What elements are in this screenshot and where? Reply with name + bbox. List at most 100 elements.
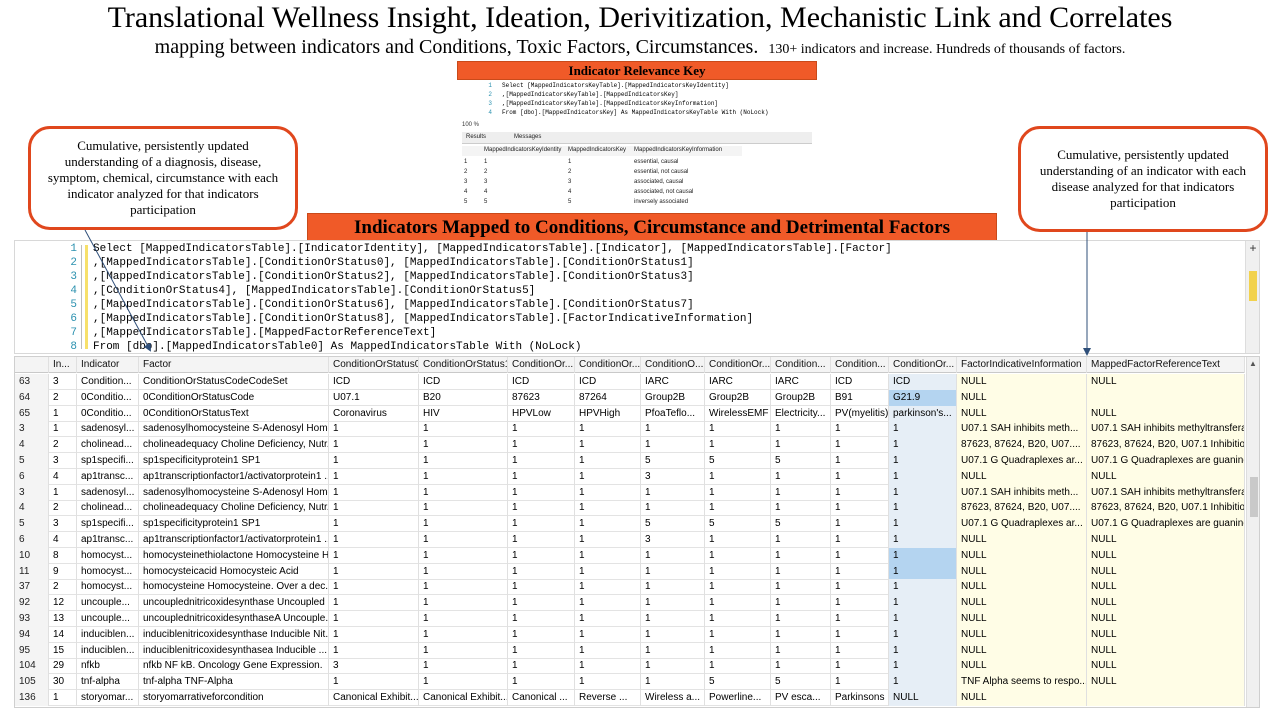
table-row[interactable]: 3 1 sadenosyl... sadenosylhomocysteine S-Ad… [15, 484, 1245, 501]
grid-cell[interactable]: 1 [771, 611, 831, 627]
grid-cell[interactable]: 1 [705, 468, 771, 485]
grid-cell[interactable]: 1 [889, 563, 957, 580]
table-row[interactable]: 92 12 uncouple... uncouplednitricoxidesynth… [15, 595, 1245, 612]
grid-cell[interactable]: 1 [641, 579, 705, 596]
grid-cell[interactable]: NULL [957, 374, 1087, 390]
grid-cell[interactable]: uncouplednitricoxidesynthaseA Uncouple..… [139, 611, 329, 627]
key-table-row[interactable]: 2 2 2 essential, not causal [462, 168, 742, 178]
row-number[interactable]: 3 [15, 421, 49, 438]
row-number[interactable]: 64 [15, 389, 49, 406]
grid-cell[interactable]: 1 [419, 468, 508, 485]
row-number[interactable]: 93 [15, 611, 49, 627]
grid-cell[interactable]: cholineadequacy Choline Deficiency, Nutr… [139, 437, 329, 454]
grid-cell[interactable]: 5 [641, 516, 705, 533]
grid-cell[interactable]: NULL [1087, 563, 1245, 580]
grid-cell[interactable]: 1 [49, 421, 77, 438]
grid-cell[interactable]: 1 [831, 579, 889, 596]
key-tab-messages[interactable]: Messages [514, 134, 542, 140]
grid-cell[interactable]: 1 [575, 468, 641, 485]
grid-cell[interactable]: sadenosyl... [77, 421, 139, 438]
table-row[interactable]: 95 15 induciblen... induciblenitricoxidesyn… [15, 642, 1245, 659]
grid-cell[interactable]: 1 [771, 484, 831, 501]
grid-cell[interactable]: U07.1 G Quadraplexes ar... [957, 453, 1087, 469]
editor-code-line[interactable]: ,[MappedIndicatorsTable].[MappedFactorRe… [93, 327, 437, 339]
row-number[interactable]: 136 [15, 690, 49, 706]
grid-cell[interactable]: 1 [889, 437, 957, 454]
grid-cell[interactable]: 1 [771, 595, 831, 612]
grid-cell[interactable]: 1 [641, 484, 705, 501]
grid-cell[interactable]: 1 [419, 579, 508, 596]
grid-cell[interactable]: NULL [957, 532, 1087, 548]
grid-cell[interactable]: 1 [771, 500, 831, 517]
grid-cell[interactable]: U07.1 G Quadraplexes ar... [957, 516, 1087, 533]
grid-cell[interactable]: 5 [641, 453, 705, 469]
grid-cell[interactable]: 1 [329, 453, 419, 469]
grid-cell[interactable]: sadenosylhomocysteine S-Adenosyl Homo... [139, 421, 329, 438]
grid-column-header[interactable]: Indicator [77, 357, 139, 373]
grid-cell[interactable]: 1 [705, 595, 771, 612]
grid-cell[interactable]: PV esca... [771, 690, 831, 706]
grid-cell[interactable]: 1 [575, 532, 641, 548]
grid-column-header[interactable]: ConditionOr... [508, 357, 575, 373]
row-number[interactable]: 4 [15, 500, 49, 517]
grid-scrollbar[interactable]: ▲ [1246, 357, 1259, 707]
grid-cell[interactable]: 1 [508, 547, 575, 564]
grid-cell[interactable]: 4 [49, 468, 77, 485]
grid-cell[interactable]: 1 [641, 642, 705, 659]
grid-cell[interactable]: Reverse ... [575, 690, 641, 706]
key-table-row[interactable]: 4 4 4 associated, not causal [462, 188, 742, 198]
grid-cell[interactable]: 1 [889, 579, 957, 596]
grid-cell[interactable]: G21.9 [889, 389, 957, 406]
grid-cell[interactable]: 1 [508, 595, 575, 612]
grid-cell[interactable]: 1 [641, 611, 705, 627]
grid-cell[interactable]: 1 [508, 563, 575, 580]
grid-cell[interactable]: 1 [508, 421, 575, 438]
grid-cell[interactable]: 1 [329, 468, 419, 485]
grid-column-header[interactable]: FactorIndicativeInformation [957, 357, 1087, 373]
grid-cell[interactable]: WirelessEMF [705, 405, 771, 422]
grid-cell[interactable]: 1 [419, 453, 508, 469]
grid-cell[interactable]: 1 [508, 516, 575, 533]
table-row[interactable]: 63 3 Condition... ConditionOrStatusCodeCode… [15, 374, 1245, 390]
grid-cell[interactable]: 5 [705, 453, 771, 469]
grid-cell[interactable]: NULL [957, 690, 1087, 706]
grid-cell[interactable]: 87264 [575, 389, 641, 406]
key-table-row[interactable]: 5 5 5 inversely associated [462, 198, 742, 208]
grid-cell[interactable]: sp1specificityprotein1 SP1 [139, 453, 329, 469]
grid-cell[interactable]: NULL [1087, 547, 1245, 564]
grid-cell[interactable]: uncouplednitricoxidesynthase Uncoupled .… [139, 595, 329, 612]
row-number[interactable]: 63 [15, 374, 49, 390]
grid-cell[interactable]: 1 [508, 579, 575, 596]
grid-cell[interactable]: 1 [329, 500, 419, 517]
grid-cell[interactable]: 1 [329, 611, 419, 627]
grid-cell[interactable]: tnf-alpha TNF-Alpha [139, 674, 329, 691]
grid-cell[interactable]: ap1transcriptionfactor1/activatorprotein… [139, 468, 329, 485]
grid-cell[interactable]: 1 [705, 484, 771, 501]
grid-cell[interactable]: homocyst... [77, 579, 139, 596]
grid-cell[interactable]: 30 [49, 674, 77, 691]
grid-cell[interactable]: 1 [889, 532, 957, 548]
grid-cell[interactable]: 1 [575, 547, 641, 564]
grid-cell[interactable]: 1 [705, 658, 771, 675]
grid-cell[interactable]: Condition... [77, 374, 139, 390]
grid-cell[interactable]: 1 [575, 626, 641, 643]
grid-cell[interactable]: NULL [1087, 674, 1245, 691]
grid-cell[interactable]: U07.1 G Quadraplexes are guanine er [1087, 453, 1245, 469]
grid-cell[interactable]: NULL [1087, 405, 1245, 422]
grid-cell[interactable]: 1 [889, 674, 957, 691]
grid-cell[interactable]: Group2B [641, 389, 705, 406]
grid-cell[interactable]: TNF Alpha seems to respo... [957, 674, 1087, 691]
grid-cell[interactable]: NULL [1087, 532, 1245, 548]
grid-cell[interactable]: 1 [329, 437, 419, 454]
grid-cell[interactable]: 1 [575, 595, 641, 612]
grid-cell[interactable]: U07.1 SAH inhibits meth... [957, 421, 1087, 438]
grid-cell[interactable]: 0ConditionOrStatusCode [139, 389, 329, 406]
row-number[interactable]: 6 [15, 468, 49, 485]
table-row[interactable]: 4 2 cholinead... cholineadequacy Choline De… [15, 437, 1245, 454]
table-row[interactable]: 104 29 nfkb nfkb NF kB. Oncology Gene Expre… [15, 658, 1245, 675]
grid-cell[interactable]: 1 [889, 500, 957, 517]
grid-cell[interactable]: 29 [49, 658, 77, 675]
grid-cell[interactable]: Parkinsons ... [831, 690, 889, 706]
grid-cell[interactable]: 1 [419, 626, 508, 643]
grid-cell[interactable]: 1 [575, 674, 641, 691]
